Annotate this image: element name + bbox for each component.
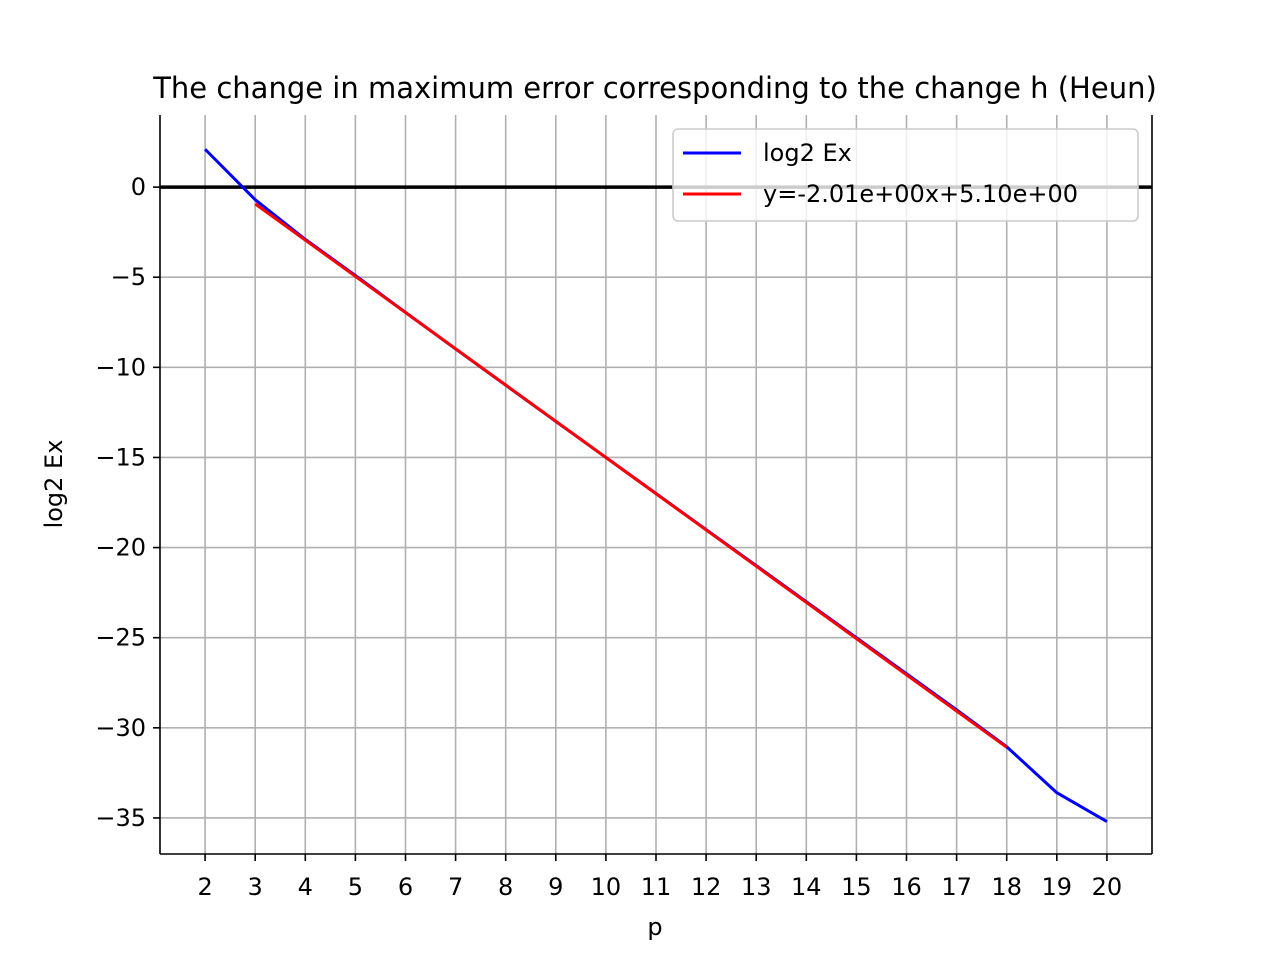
y-tick-label: −5	[111, 263, 146, 291]
x-tick-label: 18	[991, 873, 1022, 901]
x-tick-label: 2	[197, 873, 212, 901]
fit-line	[254, 202, 1008, 749]
series-group	[204, 148, 1108, 823]
ticks: 2 3 4 5 6 7 8 9 10 11 12 13 14 15 16 17 18 19 20 0 −5 −10 −15 −…	[95, 173, 1122, 901]
x-tick-label: 11	[641, 873, 672, 901]
x-axis-label: p	[647, 913, 662, 941]
legend-label: log2 Ex	[763, 139, 852, 167]
y-tick-label: −15	[95, 443, 146, 471]
x-tick-label: 10	[591, 873, 622, 901]
legend-box	[672, 128, 1139, 222]
x-tick-label: 6	[398, 873, 413, 901]
x-tick-label: 13	[741, 873, 772, 901]
y-tick-label: −25	[95, 624, 146, 652]
x-tick-label: 5	[348, 873, 363, 901]
x-tick-label: 3	[248, 873, 263, 901]
x-tick-label: 19	[1042, 873, 1073, 901]
y-tick-label: −20	[95, 534, 146, 562]
y-tick-label: −30	[95, 714, 146, 742]
x-tick-label: 20	[1092, 873, 1123, 901]
y-tick-label: −10	[95, 353, 146, 381]
y-tick-label: −35	[95, 804, 146, 832]
legend: log2 Ex y=-2.01e+00x+5.10e+00	[672, 128, 1139, 222]
legend-label: y=-2.01e+00x+5.10e+00	[763, 180, 1078, 208]
x-tick-label: 16	[891, 873, 922, 901]
y-tick-label: 0	[131, 173, 146, 201]
x-tick-label: 9	[548, 873, 563, 901]
x-tick-label: 17	[941, 873, 972, 901]
x-tick-label: 4	[298, 873, 313, 901]
x-tick-label: 8	[498, 873, 513, 901]
x-tick-label: 15	[841, 873, 872, 901]
x-tick-label: 7	[448, 873, 463, 901]
y-axis-label: log2 Ex	[40, 440, 68, 529]
x-tick-label: 14	[791, 873, 822, 901]
x-tick-label: 12	[691, 873, 722, 901]
chart-title: The change in maximum error correspondin…	[152, 71, 1157, 105]
